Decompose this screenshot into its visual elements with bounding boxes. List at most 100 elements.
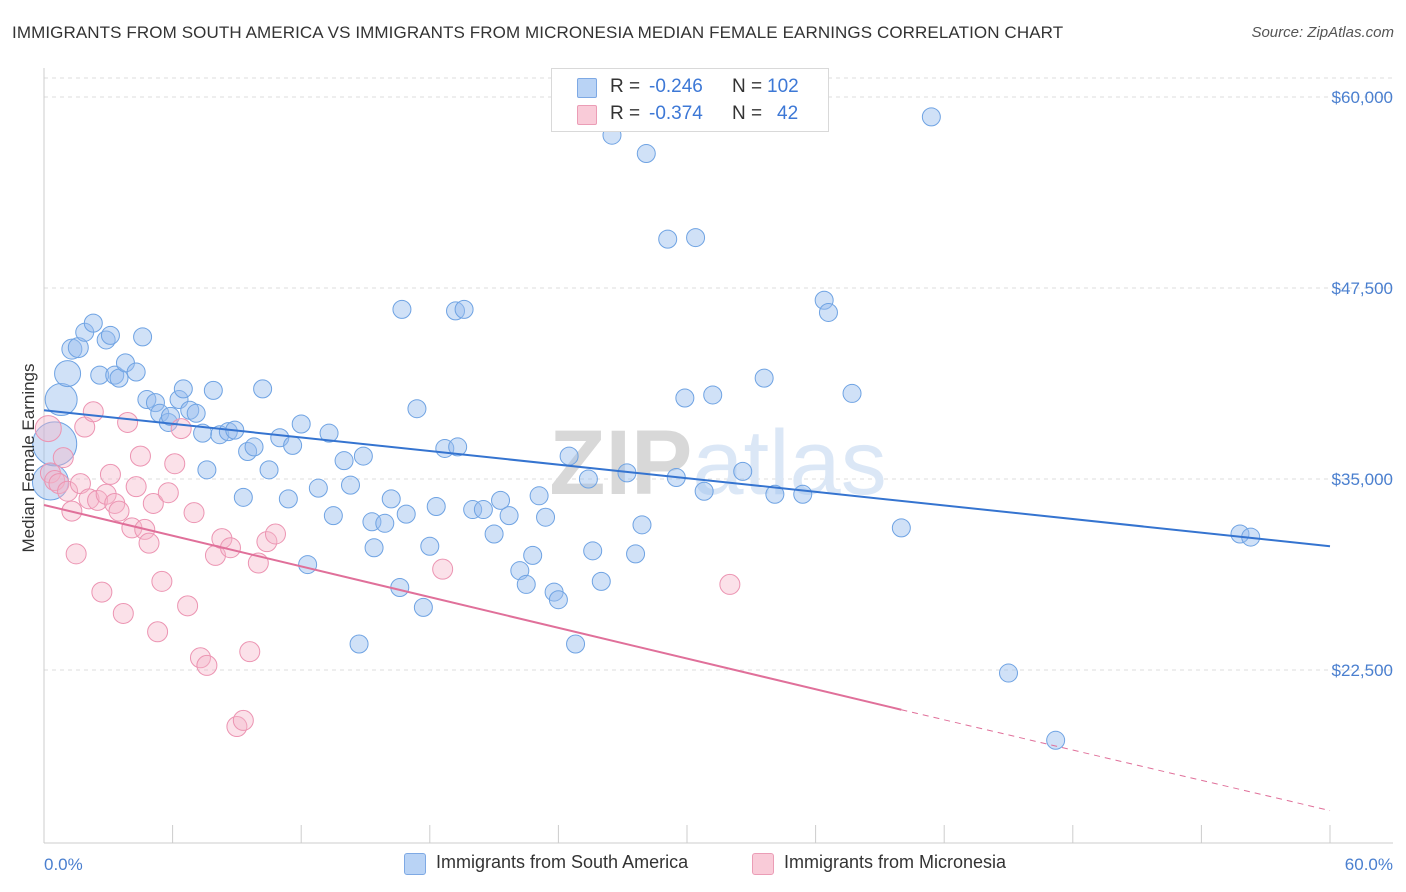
point-micronesia	[147, 621, 169, 643]
point-south-america	[259, 460, 279, 480]
point-south-america	[754, 368, 774, 388]
point-micronesia	[48, 473, 70, 495]
point-south-america	[473, 500, 493, 520]
point-micronesia	[65, 543, 87, 565]
point-micronesia	[211, 528, 233, 550]
axes	[43, 68, 1393, 844]
bottom-legend-swatch-micronesia	[752, 853, 774, 875]
point-south-america	[484, 524, 504, 544]
point-micronesia	[183, 502, 205, 524]
y-tick-label: $35,000	[1332, 470, 1393, 489]
point-south-america	[921, 107, 941, 127]
point-south-america	[173, 379, 193, 399]
point-south-america	[323, 506, 343, 526]
point-south-america	[686, 228, 706, 248]
point-micronesia	[142, 492, 164, 514]
point-micronesia	[112, 602, 134, 624]
bottom-legend-label-micronesia: Immigrants from Micronesia	[784, 852, 1007, 872]
point-south-america	[44, 383, 78, 417]
point-south-america	[426, 497, 446, 517]
point-micronesia	[34, 415, 62, 443]
point-south-america	[291, 414, 311, 434]
watermark: ZIPatlas	[549, 412, 886, 514]
point-south-america	[793, 484, 813, 504]
x-tick-label-max: 60.0%	[1345, 855, 1393, 874]
point-south-america	[454, 299, 474, 319]
point-south-america	[334, 451, 354, 471]
legend-swatch-south-america	[577, 78, 597, 98]
point-south-america	[626, 544, 646, 564]
point-south-america	[891, 518, 911, 538]
point-south-america	[353, 446, 373, 466]
point-south-america	[54, 360, 82, 388]
point-micronesia	[82, 401, 104, 423]
point-south-america	[516, 574, 536, 594]
point-micronesia	[177, 595, 199, 617]
watermark-zip: ZIP	[549, 412, 692, 514]
point-south-america	[375, 513, 395, 533]
legend-r-label: R =	[610, 76, 641, 97]
y-tick-labels: $22,500 $35,000 $47,500 $60,000	[1332, 88, 1393, 680]
series-south-america	[31, 107, 1261, 750]
point-south-america	[298, 555, 318, 575]
point-south-america	[420, 536, 440, 556]
point-micronesia	[432, 558, 454, 580]
grid	[44, 77, 1393, 671]
point-south-america	[197, 460, 217, 480]
trend-lines	[43, 409, 1331, 812]
point-south-america	[578, 469, 598, 489]
point-micronesia	[87, 489, 109, 511]
point-south-america	[364, 538, 384, 558]
point-micronesia	[91, 581, 113, 603]
point-south-america	[203, 380, 223, 400]
trend-line-south-america	[43, 409, 1331, 548]
point-south-america	[90, 365, 110, 385]
bottom-legend-swatch-south-america	[404, 853, 426, 875]
point-micronesia	[196, 654, 218, 676]
bottom-legend-label-south-america: Immigrants from South America	[436, 852, 689, 872]
point-micronesia	[95, 483, 117, 505]
point-south-america	[583, 541, 603, 561]
legend-n-value: 42	[777, 103, 799, 124]
point-south-america	[396, 504, 416, 524]
stats-legend-row-micronesia: R = -0.374 N = 42	[552, 101, 828, 127]
point-south-america	[694, 481, 714, 501]
y-tick-label: $22,500	[1332, 661, 1393, 680]
point-micronesia	[57, 480, 79, 502]
point-micronesia	[78, 488, 100, 510]
series-micronesia	[34, 401, 741, 738]
y-axis-label: Median Female Earnings	[19, 364, 38, 553]
point-south-america	[145, 393, 165, 413]
point-south-america	[278, 489, 298, 509]
point-south-america	[632, 515, 652, 535]
point-south-america	[233, 487, 253, 507]
point-micronesia	[125, 476, 147, 498]
point-south-america	[283, 435, 303, 455]
point-south-america	[566, 634, 586, 654]
point-south-america	[193, 423, 213, 443]
y-tick-label: $60,000	[1332, 88, 1393, 107]
point-south-america	[381, 489, 401, 509]
legend-r-label: R =	[610, 103, 641, 124]
legend-r-value: -0.246	[649, 76, 703, 97]
point-south-america	[658, 229, 678, 249]
point-micronesia	[129, 445, 151, 467]
legend-n-label: N =	[732, 103, 763, 124]
point-south-america	[67, 337, 89, 359]
point-south-america	[407, 399, 427, 419]
point-south-america	[548, 590, 568, 610]
point-south-america	[765, 484, 785, 504]
point-south-america	[100, 325, 120, 345]
point-south-america	[499, 506, 519, 526]
point-south-america	[448, 437, 468, 457]
point-south-america	[340, 475, 360, 495]
point-south-america	[319, 423, 339, 443]
point-micronesia	[232, 709, 254, 731]
point-micronesia	[264, 523, 286, 545]
point-south-america	[559, 446, 579, 466]
x-tick-label-min: 0.0%	[44, 855, 83, 874]
point-micronesia	[99, 463, 121, 485]
point-south-america	[61, 338, 83, 360]
watermark-atlas: atlas	[692, 412, 886, 514]
legend-r-value: -0.374	[649, 103, 703, 124]
